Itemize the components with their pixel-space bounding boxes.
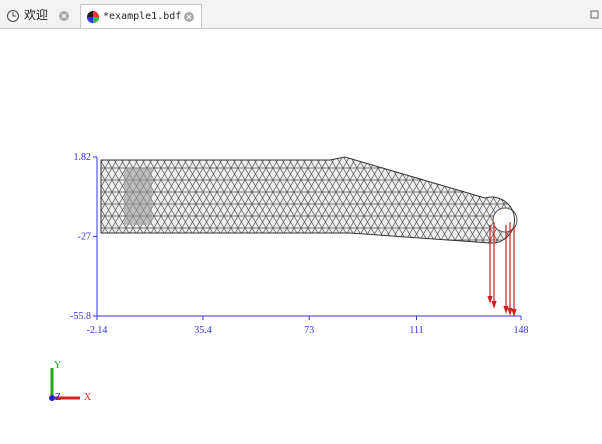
tab-label: 欢迎 [24, 4, 48, 27]
tab-label: *example1.bdf [103, 5, 181, 28]
y-tick-label: -27 [78, 232, 91, 243]
y-tick-label: -55.8 [70, 311, 91, 322]
x-tick-label: 35.4 [194, 325, 212, 336]
x-tick-label: 111 [409, 325, 423, 336]
color-icon [86, 10, 100, 24]
tab-welcome[interactable]: 欢迎 [4, 4, 76, 27]
x-tick-label: 148 [514, 325, 529, 336]
close-icon[interactable] [58, 10, 70, 22]
close-icon[interactable] [183, 11, 195, 23]
mesh [95, 150, 535, 250]
y-tick-label: 1.82 [74, 152, 92, 163]
triad-y: Y [54, 360, 61, 371]
app-window: 欢迎 *example1.bdf [0, 0, 602, 444]
x-tick-label: -2.14 [87, 325, 108, 336]
tab-bar: 欢迎 *example1.bdf [0, 0, 602, 29]
tab-file[interactable]: *example1.bdf [80, 4, 202, 28]
triad-z: Z [55, 392, 61, 403]
clock-icon [6, 9, 20, 23]
restore-icon[interactable] [590, 10, 600, 20]
model-view: Y Z X -2.14 35.4 73 111 148 1.82 -27 -55.8 [0, 29, 602, 444]
triad: Y Z X [49, 360, 92, 403]
triad-x: X [84, 392, 92, 403]
x-tick-label: 73 [304, 325, 314, 336]
